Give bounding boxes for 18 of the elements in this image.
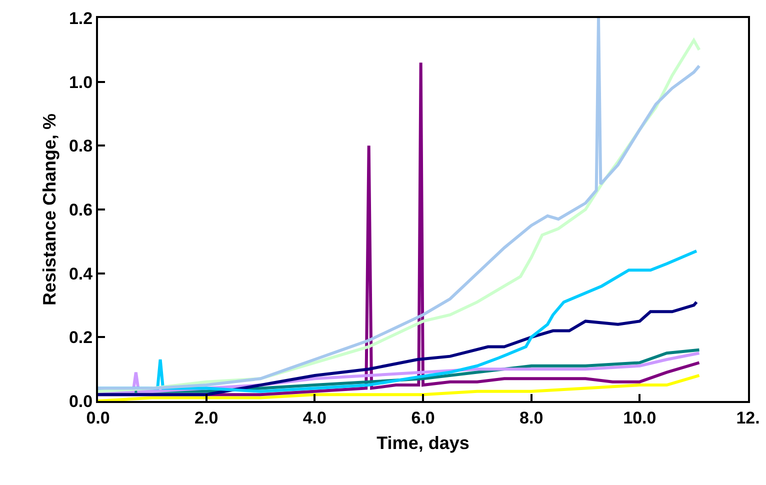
x-tick-label: 8.0 (520, 408, 544, 428)
y-tick-label: 0.2 (68, 328, 93, 348)
line-series (98, 374, 701, 401)
y-tick-label: 0.4 (68, 264, 94, 284)
x-tick-label: 2.0 (194, 408, 218, 428)
y-tick-label: 1.0 (68, 72, 93, 92)
y-tick-label: 0.6 (68, 200, 93, 220)
line-series (98, 300, 698, 396)
x-tick-label: 6.0 (411, 408, 435, 428)
x-tick-label: 0.0 (86, 408, 110, 428)
y-tick-label: 0.0 (68, 392, 93, 411)
y-tick-label: 1.2 (68, 8, 93, 28)
y-axis-title: Resistance Change, % (40, 113, 60, 306)
x-tick-label: 12. (736, 408, 760, 428)
x-tick-label: 10.0 (623, 408, 656, 428)
x-axis-title: Time, days (376, 433, 470, 453)
y-tick-label: 0.8 (68, 136, 93, 156)
x-tick-label: 4.0 (302, 408, 326, 428)
